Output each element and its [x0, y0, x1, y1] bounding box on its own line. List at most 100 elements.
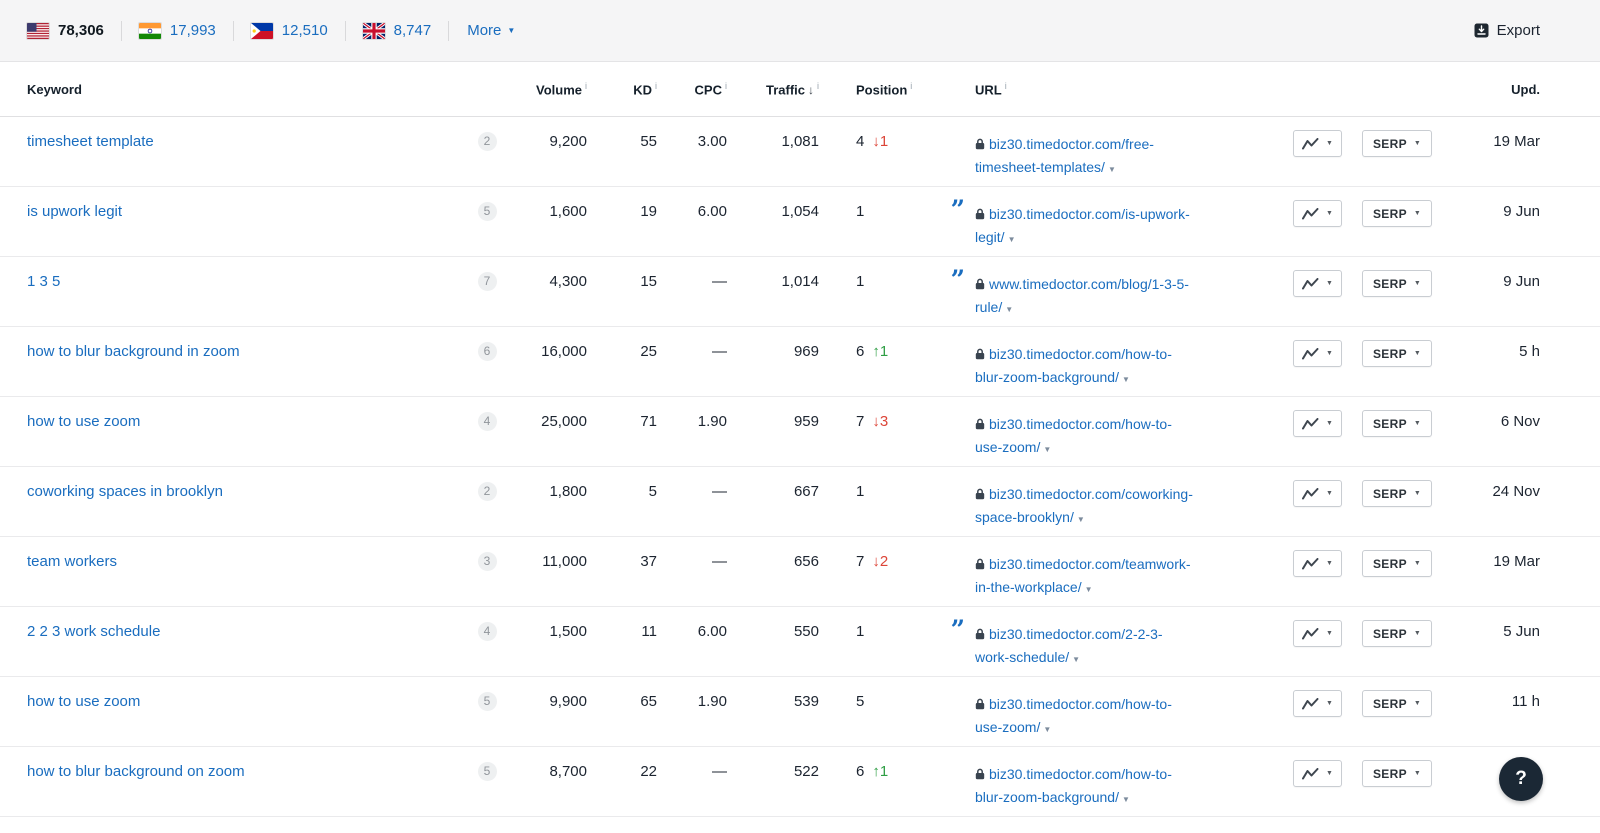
serp-features-badge[interactable]: 6 [477, 342, 497, 361]
serp-features-badge[interactable]: 5 [477, 692, 497, 711]
position-history-button[interactable]: ▼ [1293, 340, 1342, 367]
keyword-link[interactable]: is upwork legit [27, 203, 123, 220]
url-link[interactable]: biz30.timedoctor.com/is-upwork-legit/▼ [975, 203, 1190, 251]
serp-button[interactable]: SERP ▼ [1362, 620, 1432, 647]
serp-button[interactable]: SERP ▼ [1362, 130, 1432, 157]
kd-value: 22 [640, 763, 657, 780]
keyword-link[interactable]: coworking spaces in brooklyn [27, 483, 223, 500]
position-history-button[interactable]: ▼ [1293, 200, 1342, 227]
serp-button[interactable]: SERP ▼ [1362, 550, 1432, 577]
quote-icon[interactable]: ” [950, 195, 965, 224]
position-value: 5 [856, 693, 865, 710]
lock-icon [975, 628, 985, 640]
url-dropdown-caret[interactable]: ▼ [1121, 375, 1130, 384]
position-history-button[interactable]: ▼ [1293, 620, 1342, 647]
serp-features-badge[interactable]: 5 [477, 202, 497, 221]
table-row: 1 3 5 7 4,300 15 — 1,014 1 ” www.timedoc… [0, 257, 1600, 327]
in-flag-icon [138, 22, 161, 39]
position-history-button[interactable]: ▼ [1293, 550, 1342, 577]
keyword-link[interactable]: 2 2 3 work schedule [27, 623, 161, 640]
url-line-1: biz30.timedoctor.com/2-2-3- [989, 626, 1163, 642]
serp-features-badge[interactable]: 4 [477, 412, 497, 431]
cpc-value: — [712, 553, 727, 570]
serp-features-badge[interactable]: 3 [477, 552, 497, 571]
position-history-button[interactable]: ▼ [1293, 690, 1342, 717]
url-dropdown-caret[interactable]: ▼ [1084, 585, 1093, 594]
serp-features-badge[interactable]: 5 [477, 762, 497, 781]
url-dropdown-caret[interactable]: ▼ [1043, 445, 1052, 454]
header-updated[interactable]: Upd. [1511, 81, 1540, 97]
country-tab-us[interactable]: 78,306 [27, 22, 104, 39]
export-button[interactable]: Export [1474, 22, 1540, 39]
keyword-link[interactable]: team workers [27, 553, 118, 570]
url-link[interactable]: biz30.timedoctor.com/coworking-space-bro… [975, 483, 1193, 531]
lock-icon [975, 348, 985, 360]
quote-icon[interactable]: ” [950, 615, 965, 644]
position-cell: 4 ↓1 [819, 117, 909, 186]
keyword-link[interactable]: how to blur background on zoom [27, 763, 245, 780]
line-chart-icon [1302, 557, 1319, 570]
country-tab-ph[interactable]: 12,510 [250, 22, 328, 39]
cpc-value: 6.00 [697, 623, 727, 640]
url-link[interactable]: biz30.timedoctor.com/how-to-use-zoom/▼ [975, 413, 1172, 461]
header-volume[interactable]: Volume [536, 82, 582, 98]
url-line-2: timesheet-templates/ [975, 159, 1105, 175]
url-link[interactable]: biz30.timedoctor.com/how-to-blur-zoom-ba… [975, 763, 1172, 811]
serp-features-badge[interactable]: 4 [477, 622, 497, 641]
info-icon[interactable]: i [910, 80, 913, 91]
info-icon[interactable]: i [1004, 80, 1007, 91]
position-history-button[interactable]: ▼ [1293, 480, 1342, 507]
serp-features-badge[interactable]: 2 [477, 482, 497, 501]
position-cell: 1 [819, 257, 909, 326]
url-link[interactable]: biz30.timedoctor.com/2-2-3- work-schedule… [975, 623, 1163, 671]
header-kd[interactable]: KD [633, 82, 652, 98]
info-icon[interactable]: i [655, 80, 657, 91]
info-icon[interactable]: i [725, 80, 727, 91]
header-url[interactable]: URL [975, 82, 1002, 98]
url-dropdown-caret[interactable]: ▼ [1043, 725, 1052, 734]
keyword-link[interactable]: timesheet template [27, 133, 154, 150]
url-dropdown-caret[interactable]: ▼ [1005, 305, 1014, 314]
url-link[interactable]: biz30.timedoctor.com/how-to-use-zoom/▼ [975, 693, 1172, 741]
url-dropdown-caret[interactable]: ▼ [1076, 515, 1085, 524]
serp-button[interactable]: SERP ▼ [1362, 200, 1432, 227]
position-cell: 6 ↑1 [819, 747, 909, 816]
header-keyword[interactable]: Keyword [27, 81, 82, 97]
header-traffic[interactable]: Traffic [765, 82, 805, 98]
url-dropdown-caret[interactable]: ▼ [1007, 235, 1016, 244]
country-tab-in[interactable]: 17,993 [138, 22, 216, 39]
url-dropdown-caret[interactable]: ▼ [1072, 655, 1081, 664]
serp-features-badge[interactable]: 2 [477, 132, 497, 151]
url-link[interactable]: biz30.timedoctor.com/teamwork-in-the-wor… [975, 553, 1191, 601]
serp-button[interactable]: SERP ▼ [1362, 760, 1432, 787]
position-history-button[interactable]: ▼ [1293, 130, 1342, 157]
serp-button[interactable]: SERP ▼ [1362, 270, 1432, 297]
url-dropdown-caret[interactable]: ▼ [1107, 165, 1116, 174]
serp-features-badge[interactable]: 7 [477, 272, 497, 291]
info-icon[interactable]: i [585, 80, 587, 91]
serp-button[interactable]: SERP ▼ [1362, 480, 1432, 507]
url-dropdown-caret[interactable]: ▼ [1121, 795, 1130, 804]
chevron-down-icon: ▼ [1413, 490, 1421, 497]
url-link[interactable]: biz30.timedoctor.com/free-timesheet-temp… [975, 133, 1154, 181]
url-link[interactable]: www.timedoctor.com/blog/1-3-5- rule/▼ [975, 273, 1189, 321]
help-button[interactable]: ? [1499, 757, 1543, 801]
table-row: timesheet template 2 9,200 55 3.00 1,081… [0, 117, 1600, 187]
serp-button[interactable]: SERP ▼ [1362, 410, 1432, 437]
header-cpc[interactable]: CPC [694, 82, 722, 98]
country-tab-gb[interactable]: 8,747 [362, 22, 431, 39]
url-link[interactable]: biz30.timedoctor.com/how-to-blur-zoom-ba… [975, 343, 1172, 391]
keyword-link[interactable]: how to use zoom [27, 413, 141, 430]
serp-button[interactable]: SERP ▼ [1362, 340, 1432, 367]
more-countries-button[interactable]: More ▼ [448, 20, 515, 41]
position-history-button[interactable]: ▼ [1293, 760, 1342, 787]
position-history-button[interactable]: ▼ [1293, 410, 1342, 437]
quote-icon[interactable]: ” [950, 265, 965, 294]
header-position[interactable]: Position [856, 82, 908, 98]
info-icon[interactable]: i [817, 80, 819, 91]
serp-button[interactable]: SERP ▼ [1362, 690, 1432, 717]
keyword-link[interactable]: 1 3 5 [27, 273, 61, 290]
keyword-link[interactable]: how to blur background in zoom [27, 343, 240, 360]
keyword-link[interactable]: how to use zoom [27, 693, 141, 710]
position-history-button[interactable]: ▼ [1293, 270, 1342, 297]
